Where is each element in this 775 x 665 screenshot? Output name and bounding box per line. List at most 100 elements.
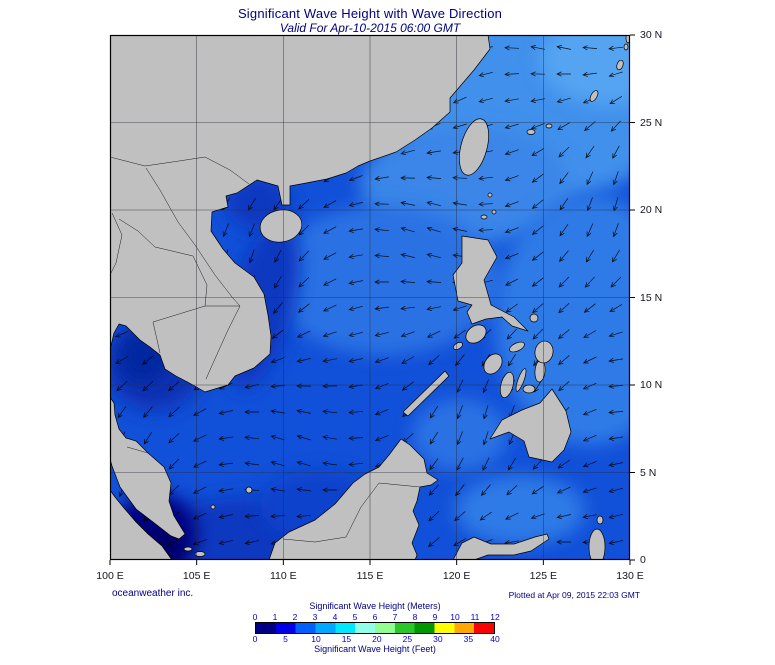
wave-arrow	[612, 197, 619, 212]
wave-arrow	[426, 279, 442, 285]
wave-arrow	[610, 276, 622, 288]
wave-arrow	[426, 330, 441, 338]
wave-arrow	[348, 228, 363, 233]
wave-arrow	[298, 224, 310, 236]
wave-arrow	[248, 249, 255, 264]
lat-label-6: 0	[640, 554, 646, 566]
wave-arrow	[608, 540, 623, 545]
meters-tick-10: 10	[450, 612, 460, 622]
lon-label-3: 115 E	[356, 570, 384, 582]
wave-arrow	[374, 201, 390, 207]
wave-arrow	[401, 356, 415, 364]
feet-tick-20: 20	[372, 634, 382, 644]
wave-arrow	[556, 514, 571, 520]
oceanweather-credit: oceanweather inc.	[112, 588, 194, 599]
wave-arrow	[348, 202, 363, 208]
wave-arrow	[244, 540, 259, 546]
wave-arrow	[608, 409, 624, 415]
wave-arrow	[608, 331, 623, 338]
wave-arrow	[348, 175, 363, 182]
wave-arrow	[608, 487, 623, 494]
wave-arrow	[504, 201, 519, 208]
wave-arrow	[608, 45, 624, 51]
island-luzon	[452, 235, 529, 332]
island-mindanao	[489, 388, 572, 463]
land-sulawesi-arm	[452, 533, 550, 560]
wave-arrow	[192, 460, 207, 468]
island-babuyan-1	[480, 214, 488, 220]
wave-arrow	[559, 224, 569, 237]
wave-arrow	[296, 487, 311, 493]
wave-arrow	[506, 328, 518, 340]
plotted-timestamp: Plotted at Apr 09, 2015 22:03 GMT	[508, 590, 640, 600]
wave-arrow	[558, 355, 570, 366]
wave-arrow	[296, 513, 312, 519]
wave-arrow	[558, 146, 570, 158]
lon-label-6: 130 E	[616, 570, 644, 582]
lon-label-4: 120 E	[442, 570, 471, 582]
island-bohol	[522, 384, 536, 394]
land-china-indochina	[110, 35, 491, 393]
wave-arrow	[585, 146, 595, 159]
feet-tick-5: 5	[283, 634, 288, 644]
wave-arrow	[374, 227, 390, 233]
wave-arrow	[374, 435, 389, 442]
wave-arrow	[296, 330, 311, 338]
feet-tick-25: 25	[402, 634, 413, 644]
wave-arrow	[401, 381, 414, 391]
wave-arrow	[556, 97, 571, 104]
wave-arrow	[322, 461, 337, 467]
island-panay	[483, 353, 503, 375]
wave-arrow	[218, 435, 233, 441]
wave-arrow	[532, 328, 544, 340]
island-halmahera	[588, 528, 606, 560]
island-batanes	[487, 192, 493, 198]
wave-arrow	[244, 435, 260, 441]
wave-arrow	[478, 227, 494, 233]
wave-arrow	[114, 330, 129, 338]
wave-arrow	[608, 435, 623, 441]
meters-tick-4: 4	[332, 612, 338, 622]
wave-arrow	[400, 305, 416, 311]
wave-arrow	[426, 306, 441, 311]
wave-arrow	[348, 461, 364, 467]
legend-feet-ticks: 0 5 10 15 20 25 30 35 40	[253, 634, 500, 644]
meters-tick-2: 2	[292, 612, 298, 622]
meters-tick-11: 11	[470, 612, 480, 622]
wave-arrow	[192, 486, 207, 494]
wave-arrow	[426, 226, 441, 233]
wave-arrow	[244, 461, 259, 467]
wave-arrow	[586, 197, 593, 212]
wave-arrow	[270, 460, 285, 467]
wave-arrow	[142, 380, 154, 392]
border-vietnam-laos-cambodia	[145, 167, 241, 380]
page-title: Significant Wave Height with Wave Direct…	[237, 6, 503, 21]
island-tokara	[623, 43, 629, 51]
wave-arrow	[582, 514, 597, 519]
wave-arrow	[323, 252, 337, 260]
wave-arrow	[532, 303, 544, 314]
island-riau	[183, 546, 193, 552]
island-taiwan	[459, 118, 489, 176]
wave-arrow	[348, 409, 364, 415]
wave-arrow	[426, 175, 442, 181]
wave-arrow	[455, 484, 465, 497]
wave-arrow	[400, 226, 415, 233]
wave-arrow	[168, 407, 180, 418]
wave-arrow	[400, 252, 415, 258]
wave-arrow	[478, 71, 493, 78]
island-miyako	[545, 123, 553, 129]
wave-arrow	[115, 356, 129, 365]
island-ishigaki	[526, 129, 536, 135]
wave-arrow	[322, 304, 337, 312]
wave-arrow	[218, 514, 233, 520]
wave-arrow	[557, 122, 571, 131]
wave-arrow	[270, 513, 286, 519]
wave-arrow	[296, 434, 311, 441]
wave-arrow	[322, 331, 337, 338]
meters-tick-1: 1	[272, 612, 278, 622]
wave-arrow	[271, 329, 284, 339]
wave-arrow	[348, 254, 363, 259]
wave-arrow	[400, 201, 415, 206]
